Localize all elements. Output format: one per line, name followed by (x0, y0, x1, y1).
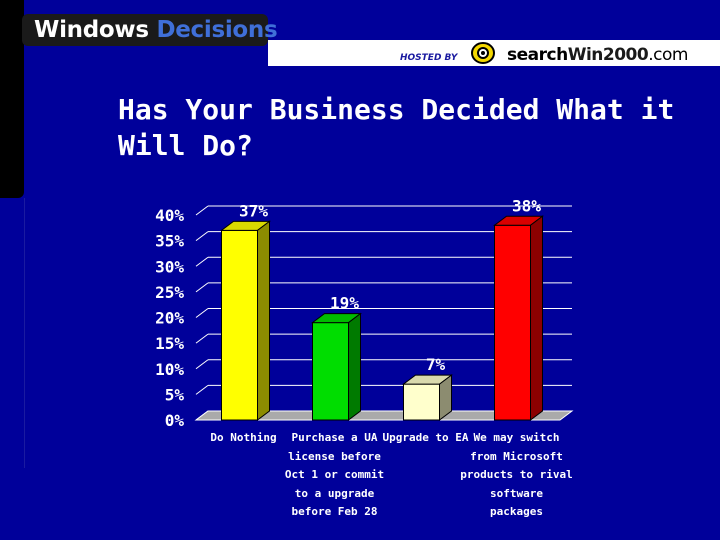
logo-search: search (507, 45, 568, 65)
searchwin2000-logo: searchWin2000.com (507, 45, 688, 65)
y-tick-label: 10% (155, 360, 184, 379)
gridline-diagonal (195, 333, 209, 344)
eye-icon (471, 42, 495, 64)
logo-win: Win2000 (567, 45, 649, 65)
bar-side (439, 374, 452, 421)
x-tick-label-line: Upgrade to EA (382, 431, 469, 444)
x-tick-label-line: license before (288, 449, 381, 463)
bar-front (494, 224, 531, 421)
gridline-diagonal (195, 384, 209, 395)
bar-side (257, 220, 270, 421)
y-tick-label: 30% (155, 257, 184, 276)
bar-front (312, 322, 349, 421)
x-tick-label-line: Oct 1 or commit (284, 468, 385, 481)
x-tick-label-line: before Feb 28 (291, 505, 378, 518)
data-label: 7% (426, 355, 446, 374)
bar-side (530, 215, 543, 421)
gridline-diagonal (195, 256, 209, 267)
gridline-diagonal (195, 359, 209, 370)
x-tick-label-line: from Microsoft (470, 449, 563, 463)
logo-com: .com (648, 45, 688, 65)
y-tick-label: 15% (155, 334, 184, 353)
x-tick-label-line: packages (490, 505, 543, 518)
brand-part2: Decisions (156, 17, 278, 43)
x-tick-label-line: Purchase a UA (291, 431, 378, 444)
bar-front (403, 383, 440, 421)
gridline-diagonal (195, 308, 209, 318)
brand-part1: Windows (34, 17, 149, 43)
chart-title: Has Your Business Decided What it Will D… (118, 93, 675, 162)
y-tick-label: 20% (155, 309, 184, 328)
y-tick-label: 0% (165, 411, 185, 430)
y-tick-label: 40% (155, 206, 184, 225)
data-label: 38% (512, 196, 541, 215)
x-tick-label: Upgrade to EA (361, 429, 491, 448)
gridline-diagonal (195, 282, 209, 293)
x-tick-label: Do Nothing (179, 429, 309, 448)
x-tick-label: We may switch from Microsoft products to r… (452, 429, 582, 522)
x-tick-label-line: We may switch (473, 431, 560, 444)
data-label: 37% (239, 201, 268, 220)
bar-side (348, 312, 361, 421)
y-tick-label: 5% (165, 385, 185, 404)
y-tick-label: 25% (155, 283, 184, 302)
gridline-diagonal (195, 205, 209, 216)
x-tick-label-line: to a upgrade (294, 486, 375, 500)
side-band (0, 0, 24, 198)
y-tick-label: 35% (155, 232, 184, 251)
brand-box (22, 14, 268, 46)
x-tick-label-line: products to rival (460, 468, 573, 481)
data-label: 19% (330, 294, 359, 313)
side-line (0, 198, 25, 468)
brand-logo: Windows Decisions (34, 17, 278, 43)
bar-front (221, 229, 258, 421)
x-tick-label: Purchase a UA license before Oct 1 or comm… (270, 429, 400, 522)
x-tick-label-line: software (490, 486, 543, 500)
x-tick-label-line: Do Nothing (210, 431, 277, 444)
hosted-by-label: HOSTED BY (400, 53, 458, 63)
gridline-diagonal (195, 231, 209, 242)
